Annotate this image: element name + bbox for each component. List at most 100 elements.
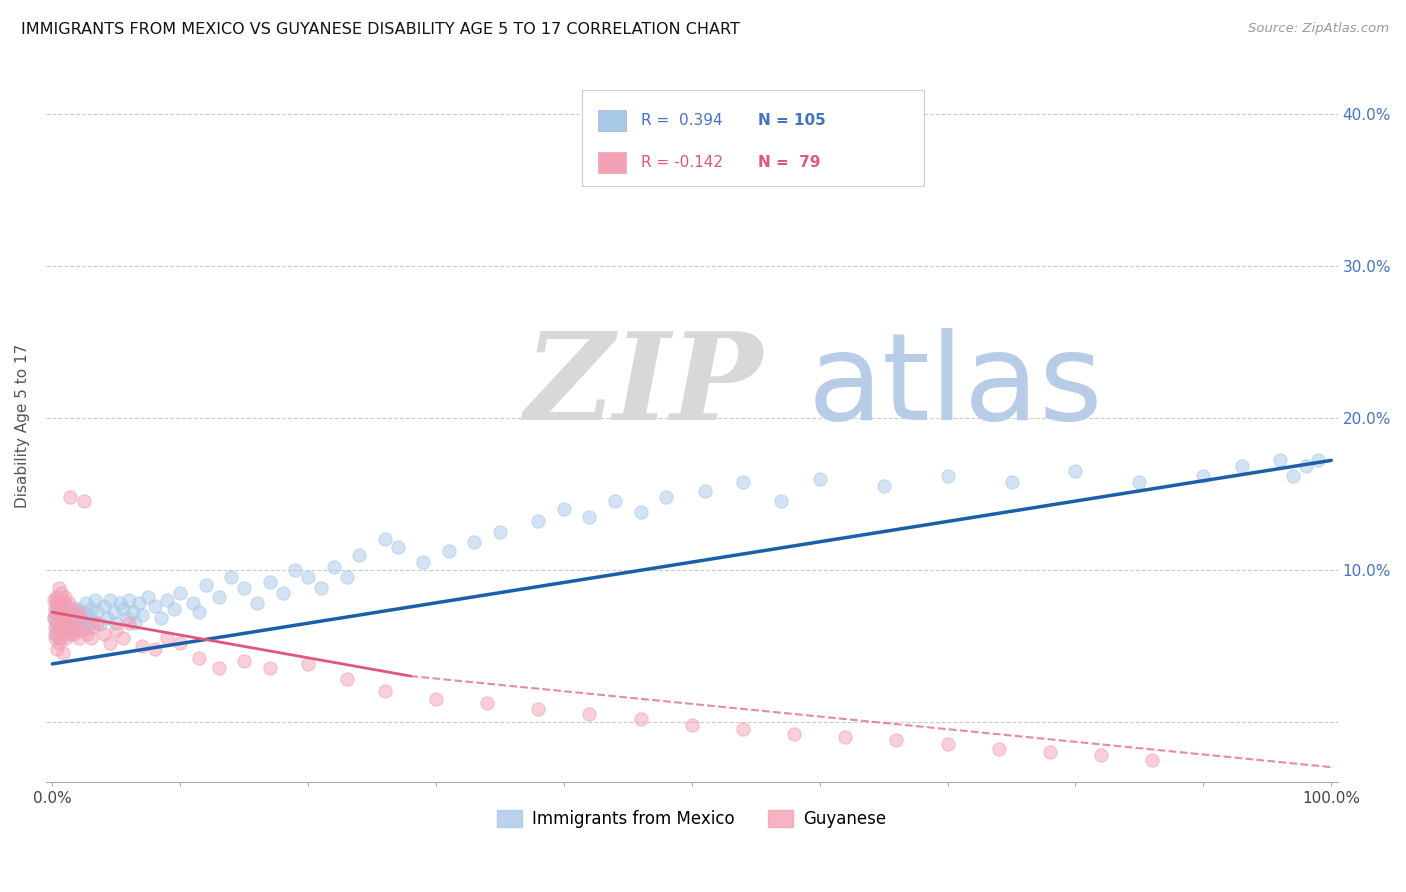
- Point: [65, 624, 87, 638]
- Point: [349, 548, 371, 562]
- Point: [463, 535, 485, 549]
- Point: [103, 605, 125, 619]
- Point: [51, 619, 73, 633]
- Point: [67, 631, 90, 645]
- Point: [56, 626, 79, 640]
- Point: [51, 605, 73, 619]
- Point: [46, 600, 69, 615]
- Text: IMMIGRANTS FROM MEXICO VS GUYANESE DISABILITY AGE 5 TO 17 CORRELATION CHART: IMMIGRANTS FROM MEXICO VS GUYANESE DISAB…: [21, 22, 740, 37]
- Point: [89, 617, 111, 632]
- Point: [936, 468, 959, 483]
- Point: [527, 514, 550, 528]
- Point: [118, 593, 141, 607]
- Point: [297, 657, 319, 671]
- Point: [886, 732, 908, 747]
- Point: [374, 533, 396, 547]
- Point: [53, 604, 76, 618]
- Point: [731, 722, 754, 736]
- Point: [51, 585, 73, 599]
- Point: [603, 494, 626, 508]
- Point: [70, 624, 93, 638]
- Point: [578, 706, 600, 721]
- Point: [770, 494, 793, 508]
- Point: [62, 626, 84, 640]
- Point: [309, 581, 332, 595]
- Point: [412, 555, 434, 569]
- Point: [1000, 475, 1022, 489]
- Point: [163, 602, 186, 616]
- Point: [233, 581, 256, 595]
- Point: [1282, 468, 1305, 483]
- Point: [118, 615, 141, 630]
- Point: [1268, 453, 1291, 467]
- Point: [655, 490, 678, 504]
- Point: [115, 611, 138, 625]
- Point: [1295, 459, 1317, 474]
- Text: atlas: atlas: [808, 327, 1104, 445]
- Point: [48, 631, 70, 645]
- Point: [44, 605, 66, 619]
- Point: [527, 702, 550, 716]
- Point: [58, 596, 80, 610]
- Point: [128, 596, 150, 610]
- Point: [246, 596, 269, 610]
- Point: [44, 631, 66, 645]
- Point: [80, 602, 103, 616]
- Point: [42, 593, 65, 607]
- Point: [86, 615, 108, 630]
- Point: [52, 615, 75, 629]
- Point: [52, 646, 75, 660]
- Point: [111, 631, 134, 645]
- Point: [169, 635, 191, 649]
- Point: [48, 635, 70, 649]
- Point: [45, 608, 67, 623]
- Point: [1090, 747, 1112, 762]
- Y-axis label: Disability Age 5 to 17: Disability Age 5 to 17: [15, 343, 30, 508]
- Point: [1308, 453, 1330, 467]
- FancyBboxPatch shape: [598, 110, 626, 131]
- Point: [73, 494, 96, 508]
- Point: [46, 620, 69, 634]
- Point: [60, 624, 83, 638]
- Point: [65, 608, 87, 623]
- Point: [53, 617, 76, 632]
- Point: [284, 563, 307, 577]
- Point: [681, 717, 703, 731]
- Point: [48, 608, 70, 623]
- Point: [122, 605, 145, 619]
- Point: [188, 605, 211, 619]
- Text: R = -0.142: R = -0.142: [641, 155, 724, 170]
- Text: N = 105: N = 105: [758, 113, 825, 128]
- Point: [156, 631, 179, 645]
- Point: [63, 619, 86, 633]
- Point: [53, 590, 76, 604]
- Point: [55, 611, 77, 625]
- Point: [181, 596, 204, 610]
- Point: [76, 608, 98, 623]
- Point: [44, 600, 66, 615]
- Point: [73, 615, 96, 630]
- Point: [98, 593, 121, 607]
- Text: Source: ZipAtlas.com: Source: ZipAtlas.com: [1249, 22, 1389, 36]
- Point: [52, 611, 75, 625]
- Point: [834, 730, 856, 744]
- Point: [58, 615, 80, 630]
- Point: [48, 605, 70, 619]
- Point: [55, 613, 77, 627]
- Point: [1192, 468, 1215, 483]
- Point: [271, 585, 294, 599]
- Point: [553, 502, 575, 516]
- Point: [630, 505, 652, 519]
- Point: [194, 578, 217, 592]
- Point: [1128, 475, 1150, 489]
- Point: [59, 490, 82, 504]
- Point: [63, 605, 86, 619]
- Point: [48, 581, 70, 595]
- Point: [93, 626, 115, 640]
- Point: [69, 611, 91, 625]
- Point: [374, 684, 396, 698]
- Point: [49, 611, 72, 625]
- Point: [169, 585, 191, 599]
- Point: [124, 615, 146, 630]
- Point: [58, 615, 80, 630]
